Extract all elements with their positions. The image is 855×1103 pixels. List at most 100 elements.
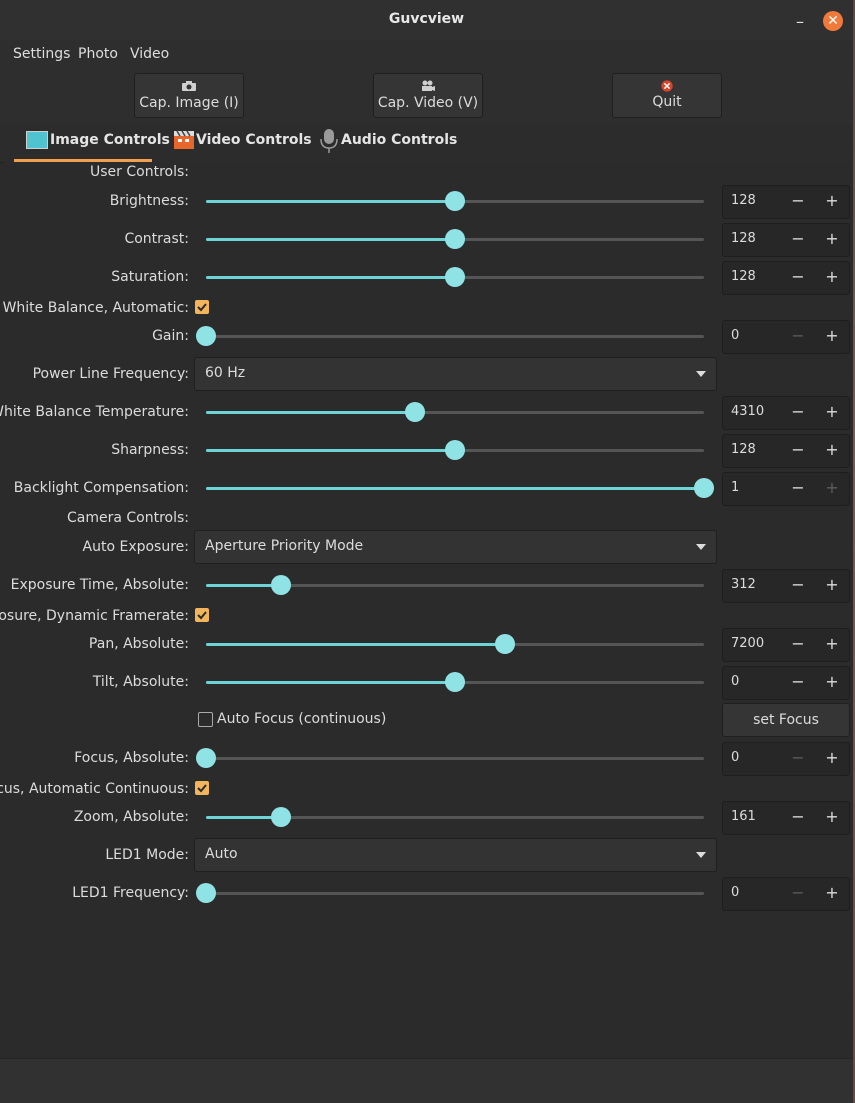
decrement-button[interactable]: − xyxy=(791,326,805,345)
decrement-button[interactable]: − xyxy=(791,883,805,902)
spin-value[interactable]: 161 xyxy=(731,809,756,824)
quit-button[interactable]: Quit xyxy=(612,73,722,118)
spin-value[interactable]: 4310 xyxy=(731,404,765,419)
led-frequency-spinbox[interactable]: 0 − + xyxy=(722,877,850,911)
focus-auto-checkbox[interactable] xyxy=(195,781,209,795)
slider-handle[interactable] xyxy=(270,575,291,595)
slider-handle[interactable] xyxy=(445,191,465,211)
spin-value[interactable]: 1 xyxy=(731,480,740,495)
slider-handle[interactable] xyxy=(196,748,216,768)
pan-spinbox[interactable]: 7200 − + xyxy=(722,628,850,662)
menu-settings[interactable]: Settings xyxy=(13,46,71,62)
led-mode-dropdown[interactable]: Auto xyxy=(194,838,717,872)
increment-button[interactable]: + xyxy=(825,191,839,210)
spin-value[interactable]: 128 xyxy=(731,442,756,457)
increment-button[interactable]: + xyxy=(825,440,839,459)
spin-value[interactable]: 0 xyxy=(731,328,740,343)
slider-handle[interactable] xyxy=(270,807,291,827)
slider-handle[interactable] xyxy=(445,229,465,249)
increment-button[interactable]: + xyxy=(825,326,839,345)
exposure-time-slider[interactable] xyxy=(206,575,704,595)
wb-auto-checkbox[interactable] xyxy=(195,300,209,314)
focus-absolute-spinbox[interactable]: 0 − + xyxy=(722,742,850,776)
brightness-slider[interactable] xyxy=(206,191,704,211)
cap-image-button[interactable]: Cap. Image (I) xyxy=(134,73,244,118)
wb-temperature-slider[interactable] xyxy=(206,402,704,422)
slider-handle[interactable] xyxy=(196,326,216,346)
slider-handle[interactable] xyxy=(445,440,465,460)
increment-button[interactable]: + xyxy=(825,478,839,497)
status-bar xyxy=(0,1058,853,1103)
increment-button[interactable]: + xyxy=(825,229,839,248)
spin-value[interactable]: 0 xyxy=(731,885,740,900)
zoom-spinbox[interactable]: 161 − + xyxy=(722,801,850,835)
wb-temperature-spinbox[interactable]: 4310 − + xyxy=(722,396,850,430)
contrast-slider[interactable] xyxy=(206,229,704,249)
decrement-button[interactable]: − xyxy=(791,748,805,767)
decrement-button[interactable]: − xyxy=(791,575,805,594)
spin-value[interactable]: 7200 xyxy=(731,636,765,651)
auto-focus-label[interactable]: Auto Focus (continuous) xyxy=(217,711,387,727)
backlight-slider[interactable] xyxy=(206,478,714,498)
tab-image-controls[interactable]: Image Controls xyxy=(14,125,170,162)
cap-video-button[interactable]: Cap. Video (V) xyxy=(373,73,483,118)
decrement-button[interactable]: − xyxy=(791,267,805,286)
decrement-button[interactable]: − xyxy=(791,478,805,497)
menu-video[interactable]: Video xyxy=(130,46,170,62)
spin-value[interactable]: 0 xyxy=(731,674,740,689)
brightness-spinbox[interactable]: 128 − + xyxy=(722,185,850,219)
close-button[interactable]: ✕ xyxy=(823,11,843,31)
contrast-spinbox[interactable]: 128 − + xyxy=(722,223,850,257)
decrement-button[interactable]: − xyxy=(791,634,805,653)
menu-photo[interactable]: Photo xyxy=(78,46,118,62)
control-label: Sharpness: xyxy=(111,442,189,458)
tilt-spinbox[interactable]: 0 − + xyxy=(722,666,850,700)
slider-handle[interactable] xyxy=(494,634,515,654)
focus-absolute-slider[interactable] xyxy=(196,748,704,768)
decrement-button[interactable]: − xyxy=(791,440,805,459)
decrement-button[interactable]: − xyxy=(791,672,805,691)
increment-button[interactable]: + xyxy=(825,634,839,653)
power-line-dropdown[interactable]: 60 Hz xyxy=(194,357,717,391)
saturation-spinbox[interactable]: 128 − + xyxy=(722,261,850,295)
gain-slider[interactable] xyxy=(196,326,704,346)
spin-value[interactable]: 128 xyxy=(731,193,756,208)
sharpness-slider[interactable] xyxy=(206,440,704,460)
tab-video-controls[interactable]: Video Controls xyxy=(170,125,312,162)
tab-audio-controls[interactable]: Audio Controls xyxy=(316,125,457,162)
slider-handle[interactable] xyxy=(694,478,714,498)
led-frequency-slider[interactable] xyxy=(196,883,704,903)
increment-button[interactable]: + xyxy=(825,575,839,594)
slider-handle[interactable] xyxy=(445,267,465,287)
increment-button[interactable]: + xyxy=(825,883,839,902)
increment-button[interactable]: + xyxy=(825,267,839,286)
slider-handle[interactable] xyxy=(196,883,216,903)
exposure-time-spinbox[interactable]: 312 − + xyxy=(722,569,850,603)
increment-button[interactable]: + xyxy=(825,807,839,826)
sharpness-spinbox[interactable]: 128 − + xyxy=(722,434,850,468)
increment-button[interactable]: + xyxy=(825,402,839,421)
spin-value[interactable]: 128 xyxy=(731,269,756,284)
decrement-button[interactable]: − xyxy=(791,229,805,248)
spin-value[interactable]: 0 xyxy=(731,750,740,765)
minimize-button[interactable]: – xyxy=(796,12,804,31)
auto-exposure-dropdown[interactable]: Aperture Priority Mode xyxy=(194,530,717,564)
backlight-spinbox[interactable]: 1 − + xyxy=(722,472,850,506)
tilt-slider[interactable] xyxy=(206,672,704,692)
decrement-button[interactable]: − xyxy=(791,807,805,826)
pan-slider[interactable] xyxy=(206,634,704,654)
slider-handle[interactable] xyxy=(445,672,465,692)
spin-value[interactable]: 128 xyxy=(731,231,756,246)
increment-button[interactable]: + xyxy=(825,672,839,691)
increment-button[interactable]: + xyxy=(825,748,839,767)
set-focus-button[interactable]: set Focus xyxy=(722,703,850,737)
spin-value[interactable]: 312 xyxy=(731,577,756,592)
auto-focus-checkbox[interactable] xyxy=(198,712,213,727)
decrement-button[interactable]: − xyxy=(791,402,805,421)
zoom-slider[interactable] xyxy=(206,807,704,827)
decrement-button[interactable]: − xyxy=(791,191,805,210)
slider-handle[interactable] xyxy=(405,402,426,422)
saturation-slider[interactable] xyxy=(206,267,704,287)
gain-spinbox[interactable]: 0 − + xyxy=(722,320,850,354)
exposure-dynamic-checkbox[interactable] xyxy=(195,608,209,622)
